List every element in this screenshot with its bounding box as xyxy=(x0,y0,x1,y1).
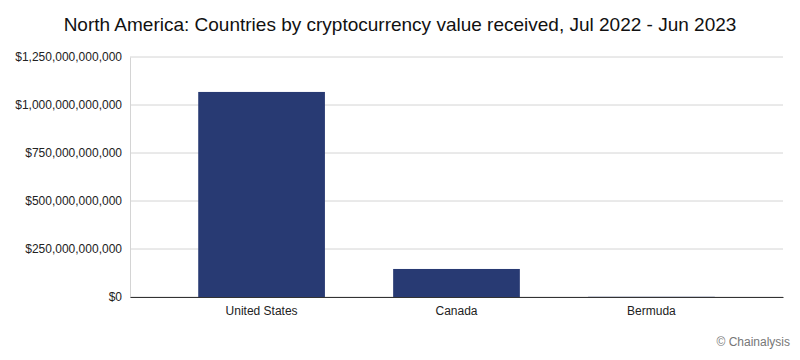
y-axis-line xyxy=(130,58,131,298)
bar xyxy=(198,92,325,297)
y-tick: $750,000,000,000 xyxy=(25,146,130,160)
chart-container: North America: Countries by cryptocurren… xyxy=(0,0,800,360)
y-tick: $500,000,000,000 xyxy=(25,194,130,208)
x-axis: United States Canada Bermuda xyxy=(131,297,784,318)
grid xyxy=(130,57,783,297)
x-tick: Bermuda xyxy=(627,297,676,318)
y-tick-label: $1,000,000,000,000 xyxy=(15,98,122,112)
grid-line xyxy=(130,57,783,58)
x-tick: United States xyxy=(226,297,298,318)
y-axis: $0 $250,000,000,000 $500,000,000,000 $750,0… xyxy=(15,50,130,304)
x-tick-label: Bermuda xyxy=(627,304,676,318)
y-tick: $1,250,000,000,000 xyxy=(15,50,130,64)
source-note: © Chainalysis xyxy=(716,335,790,349)
y-tick: $0 xyxy=(109,290,130,304)
chart-svg: North America: Countries by cryptocurren… xyxy=(0,0,800,360)
bar xyxy=(588,296,715,297)
y-tick-label: $1,250,000,000,000 xyxy=(15,50,122,64)
chart-title: North America: Countries by cryptocurren… xyxy=(64,14,737,35)
y-tick-label: $750,000,000,000 xyxy=(25,146,122,160)
y-tick: $250,000,000,000 xyxy=(25,242,130,256)
y-tick-label: $250,000,000,000 xyxy=(25,242,122,256)
y-tick: $1,000,000,000,000 xyxy=(15,98,130,112)
bars xyxy=(198,92,715,297)
x-tick: Canada xyxy=(435,297,477,318)
x-tick-label: United States xyxy=(226,304,298,318)
x-axis-line xyxy=(131,297,784,298)
y-tick-label: $0 xyxy=(109,290,123,304)
y-tick-label: $500,000,000,000 xyxy=(25,194,122,208)
x-tick-label: Canada xyxy=(435,304,477,318)
bar xyxy=(393,269,520,297)
